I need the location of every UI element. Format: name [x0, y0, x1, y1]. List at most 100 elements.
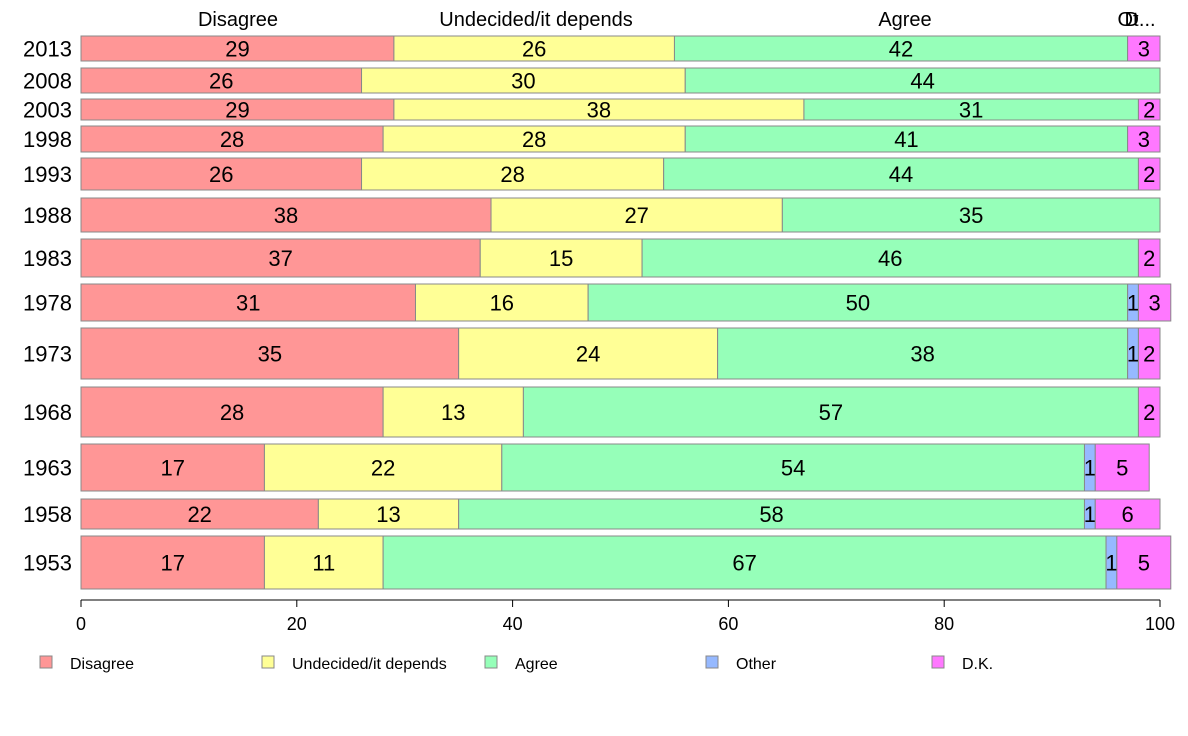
bar-segment-1968-undecided-it-depends — [382, 386, 524, 438]
data-label-2013-undecided-it-depends: 26 — [522, 37, 546, 62]
data-label-1963-undecided-it-depends: 22 — [371, 456, 395, 481]
bar-segment-1958-d-k — [1094, 498, 1161, 530]
legend-label-other: Other — [736, 656, 777, 673]
data-label-1988-agree: 35 — [959, 203, 983, 228]
data-label-2003-disagree: 29 — [225, 98, 249, 123]
bar-segment-1993-d-k — [1137, 157, 1161, 191]
bar-row-1983: 37 15 46 2 — [80, 238, 1161, 278]
year-label-1958: 1958 — [23, 502, 72, 527]
year-label-1988: 1988 — [23, 203, 72, 228]
legend-item-d-k: D.K. — [931, 655, 993, 673]
year-label-2003: 2003 — [23, 98, 72, 123]
data-label-2013-disagree: 29 — [225, 37, 249, 62]
year-label-1993: 1993 — [23, 162, 72, 187]
bar-row-1973: 35 24 38 1 2 — [80, 327, 1161, 380]
bar-segment-1978-d-k — [1137, 283, 1172, 322]
data-label-1983-disagree: 37 — [268, 246, 292, 271]
x-tick-label-40: 40 — [503, 614, 523, 634]
x-axis: 0 20 40 60 80 100 — [76, 599, 1175, 634]
data-label-2008-undecided-it-depends: 30 — [511, 69, 535, 94]
year-label-1998: 1998 — [23, 127, 72, 152]
legend-item-agree: Agree — [484, 655, 558, 673]
data-label-1983-agree: 46 — [878, 246, 902, 271]
data-label-2003-d-k: 2 — [1143, 98, 1155, 123]
bar-segment-1978-disagree — [80, 283, 416, 322]
bar-segment-1973-undecided-it-depends — [458, 327, 719, 380]
bar-segment-1993-agree — [663, 157, 1139, 191]
bar-row-1968: 28 13 57 2 — [80, 386, 1161, 438]
bar-segment-1963-undecided-it-depends — [263, 443, 503, 492]
data-label-2003-undecided-it-depends: 38 — [587, 98, 611, 123]
data-label-2003-agree: 31 — [959, 98, 983, 123]
bar-segment-1973-d-k — [1137, 327, 1161, 380]
legend-label-disagree: Disagree — [70, 656, 134, 673]
data-label-1998-agree: 41 — [894, 127, 918, 152]
data-label-1993-agree: 44 — [889, 162, 913, 187]
data-label-1983-undecided-it-depends: 15 — [549, 246, 573, 271]
x-tick-label-80: 80 — [934, 614, 954, 634]
bar-segment-1958-agree — [458, 498, 1085, 530]
bar-segment-1968-disagree — [80, 386, 384, 438]
data-label-1958-undecided-it-depends: 13 — [376, 502, 400, 527]
bar-segment-1983-agree — [641, 238, 1139, 278]
bar-segment-1988-disagree — [80, 197, 492, 233]
bar-segment-2013-d-k — [1127, 35, 1161, 62]
x-tick-label-60: 60 — [718, 614, 738, 634]
data-label-1953-agree: 67 — [732, 551, 756, 576]
data-label-1958-other: 1 — [1084, 502, 1096, 527]
data-label-2013-d-k: 3 — [1138, 37, 1150, 62]
year-label-1983: 1983 — [23, 246, 72, 271]
bar-row-1998: 28 28 41 3 — [80, 125, 1161, 153]
legend-item-other: Other — [705, 655, 777, 673]
data-label-1963-agree: 54 — [781, 456, 805, 481]
top-label-disagree: Disagree — [198, 9, 278, 31]
year-label-1953: 1953 — [23, 551, 72, 576]
data-label-1953-d-k: 5 — [1138, 551, 1150, 576]
legend: Disagree Undecided/it depends Agree Other D.… — [39, 655, 993, 673]
top-category-labels: Disagree Undecided/it depends Agree OtD... — [198, 9, 1156, 31]
legend-swatch-undecided-it-depends — [261, 655, 275, 669]
data-label-1998-d-k: 3 — [1138, 127, 1150, 152]
legend-swatch-disagree — [39, 655, 53, 669]
bar-row-1963: 17 22 54 1 5 — [80, 443, 1150, 492]
data-label-1973-d-k: 2 — [1143, 342, 1155, 367]
bar-segment-1973-disagree — [80, 327, 460, 380]
year-label-2008: 2008 — [23, 69, 72, 94]
bar-segment-1953-agree — [382, 535, 1107, 590]
data-label-1993-d-k: 2 — [1143, 162, 1155, 187]
bar-row-2013: 29 26 42 3 — [80, 35, 1161, 62]
bar-segment-1988-agree — [781, 197, 1161, 233]
data-label-1963-other: 1 — [1084, 456, 1096, 481]
data-label-1998-undecided-it-depends: 28 — [522, 127, 546, 152]
legend-swatch-agree — [484, 655, 498, 669]
bar-segment-1983-disagree — [80, 238, 481, 278]
data-label-1988-disagree: 38 — [274, 203, 298, 228]
data-label-1993-disagree: 26 — [209, 162, 233, 187]
bar-segment-1953-disagree — [80, 535, 265, 590]
bar-segment-1963-d-k — [1094, 443, 1150, 492]
data-label-1978-other: 1 — [1127, 291, 1139, 316]
bar-row-2008: 26 30 44 — [80, 67, 1161, 94]
bar-segment-1968-agree — [522, 386, 1139, 438]
data-label-1958-agree: 58 — [759, 502, 783, 527]
legend-item-undecided-it-depends: Undecided/it depends — [261, 655, 447, 673]
bar-segment-1963-agree — [501, 443, 1085, 492]
bar-segment-1998-undecided-it-depends — [382, 125, 686, 153]
data-label-1953-undecided-it-depends: 11 — [312, 551, 335, 576]
bar-row-1953: 17 11 67 1 5 — [80, 535, 1172, 590]
bar-segment-1978-agree — [587, 283, 1129, 322]
data-label-1998-disagree: 28 — [220, 127, 244, 152]
year-label-1968: 1968 — [23, 400, 72, 425]
bar-row-1978: 31 16 50 1 3 — [80, 283, 1172, 322]
year-label-1973: 1973 — [23, 342, 72, 367]
data-label-2013-agree: 42 — [889, 37, 913, 62]
bar-row-1988: 38 27 35 — [80, 197, 1161, 233]
legend-swatch-other — [705, 655, 719, 669]
bar-segment-1958-disagree — [80, 498, 319, 530]
bar-row-2003: 29 38 31 2 — [80, 98, 1161, 123]
data-label-1983-d-k: 2 — [1143, 246, 1155, 271]
x-tick-label-20: 20 — [287, 614, 307, 634]
year-label-2013: 2013 — [23, 37, 72, 62]
top-label-other: Ot — [1117, 9, 1139, 31]
bar-segment-1998-d-k — [1127, 125, 1161, 153]
